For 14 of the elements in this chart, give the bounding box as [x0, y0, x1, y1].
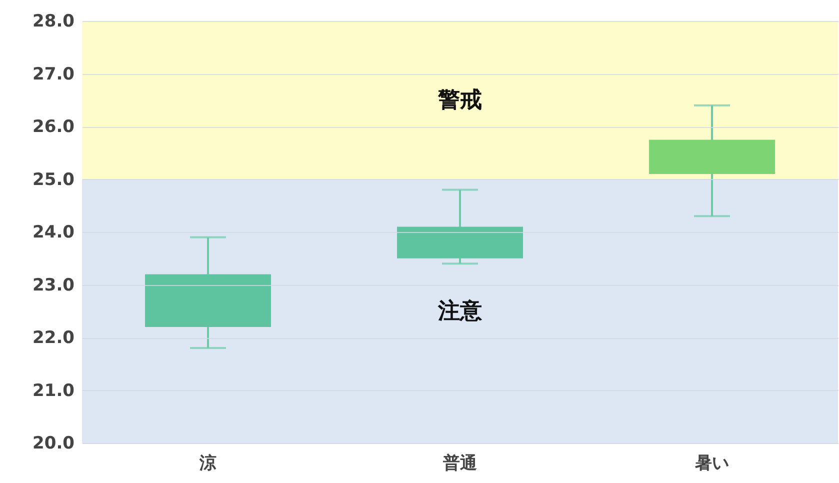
y-tick-label: 22.0: [32, 328, 75, 348]
y-tick-label: 25.0: [32, 170, 75, 190]
y-tick-label: 21.0: [32, 380, 75, 401]
y-tick-label: 20.0: [32, 434, 75, 454]
y-tick-label: 28.0: [32, 12, 75, 32]
y-tick-label: 24.0: [32, 222, 75, 242]
x-tick-label: 涼: [198, 454, 216, 474]
band-label: 注意: [437, 298, 483, 324]
y-tick-label: 26.0: [32, 117, 75, 137]
band-label: 警戒: [437, 88, 482, 114]
y-tick-label: 23.0: [32, 275, 75, 296]
x-tick-label: 普通: [442, 452, 477, 474]
x-tick-label: 暑い: [694, 454, 729, 474]
y-tick-label: 27.0: [32, 64, 75, 84]
